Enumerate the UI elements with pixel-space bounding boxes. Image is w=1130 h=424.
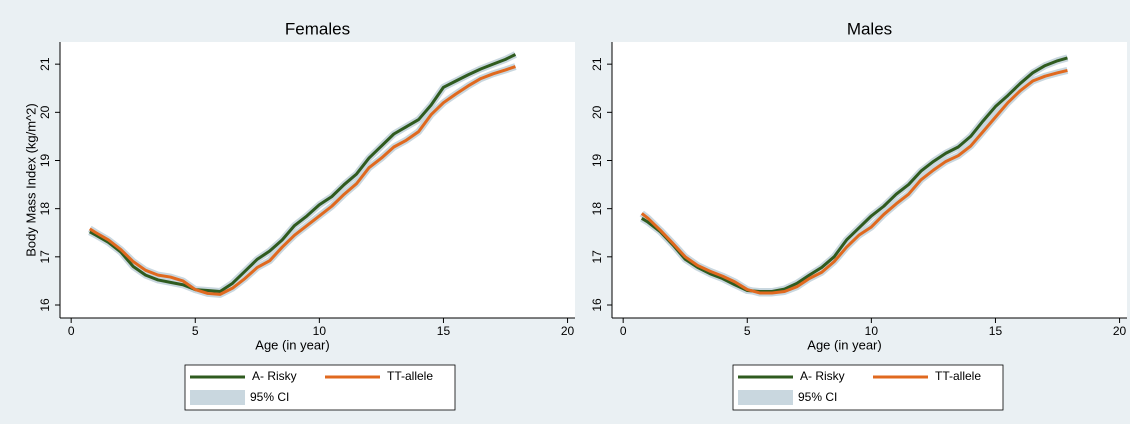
y-tick-label: 16 (590, 298, 604, 312)
y-axis-label: Body Mass Index (kg/m^2) (23, 103, 38, 257)
x-axis-label: Age (in year) (807, 337, 881, 352)
x-tick-label: 20 (561, 324, 575, 338)
legend-swatch (738, 390, 793, 405)
y-tick-label: 17 (590, 250, 604, 264)
series-line (640, 68, 1068, 295)
series-line (89, 53, 517, 294)
panel-title: Males (847, 19, 892, 38)
plot-area (612, 42, 1127, 318)
legend-label: A- Risky (252, 369, 297, 383)
x-tick-label: 5 (744, 324, 751, 338)
y-tick-label: 17 (38, 250, 52, 264)
y-tick-label: 21 (38, 57, 52, 71)
legend-swatch (190, 390, 245, 405)
legend-label: TT-allele (387, 369, 433, 383)
y-tick-label: 20 (590, 105, 604, 119)
plot-area (60, 42, 575, 318)
x-tick-label: 0 (620, 324, 627, 338)
x-tick-label: 0 (68, 324, 75, 338)
panel-title: Females (285, 19, 350, 38)
legend-label: A- Risky (800, 369, 845, 383)
y-tick-label: 21 (590, 57, 604, 71)
x-tick-label: 5 (192, 324, 199, 338)
y-tick-label: 19 (590, 153, 604, 167)
y-tick-label: 20 (38, 105, 52, 119)
legend-label: TT-allele (935, 369, 981, 383)
y-tick-label: 18 (590, 202, 604, 216)
y-tick-label: 16 (38, 298, 52, 312)
series-line (640, 56, 1068, 294)
legend-label: 95% CI (798, 390, 837, 404)
y-tick-label: 19 (38, 153, 52, 167)
x-tick-label: 15 (437, 324, 451, 338)
legend-label: 95% CI (250, 390, 289, 404)
x-tick-label: 20 (1113, 324, 1127, 338)
x-axis-label: Age (in year) (255, 337, 329, 352)
series-line (88, 65, 516, 296)
x-tick-label: 10 (865, 324, 879, 338)
x-tick-label: 15 (989, 324, 1003, 338)
x-tick-label: 10 (313, 324, 327, 338)
y-tick-label: 18 (38, 202, 52, 216)
